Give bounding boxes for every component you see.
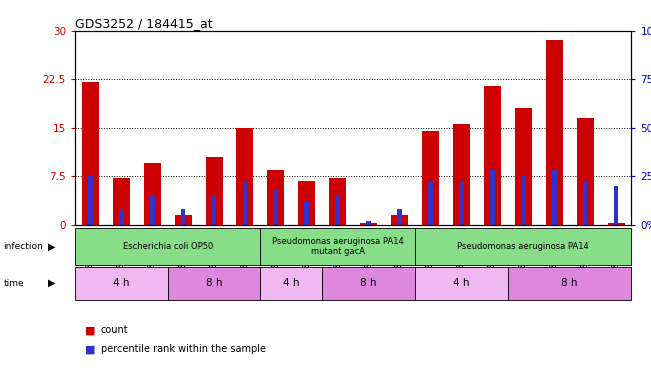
Bar (422, 131, 439, 225)
Bar (415, 228, 631, 265)
Bar (206, 157, 223, 225)
Text: ■: ■ (85, 325, 95, 335)
Bar (268, 170, 284, 225)
Bar (459, 182, 464, 225)
Bar (583, 182, 587, 225)
Bar (335, 195, 340, 225)
Bar (82, 83, 99, 225)
Bar (236, 128, 253, 225)
Bar (397, 209, 402, 225)
Text: Escherichia coli OP50: Escherichia coli OP50 (122, 242, 213, 251)
Bar (607, 223, 624, 225)
Bar (174, 215, 191, 225)
Bar (260, 228, 415, 265)
Text: 8 h: 8 h (206, 278, 222, 288)
Bar (322, 267, 415, 300)
Text: Pseudomonas aeruginosa PA14: Pseudomonas aeruginosa PA14 (458, 242, 589, 251)
Bar (515, 108, 532, 225)
Text: GDS3252 / 184415_at: GDS3252 / 184415_at (75, 17, 212, 30)
Bar (113, 178, 130, 225)
Text: 8 h: 8 h (561, 278, 578, 288)
Text: Pseudomonas aeruginosa PA14
mutant gacA: Pseudomonas aeruginosa PA14 mutant gacA (272, 237, 404, 257)
Bar (144, 163, 161, 225)
Bar (428, 182, 433, 225)
Bar (508, 267, 631, 300)
Bar (614, 186, 618, 225)
Bar (552, 170, 557, 225)
Bar (415, 267, 508, 300)
Bar (243, 182, 247, 225)
Text: 8 h: 8 h (361, 278, 377, 288)
Text: count: count (101, 325, 128, 335)
Text: percentile rank within the sample: percentile rank within the sample (101, 344, 266, 354)
Bar (329, 178, 346, 225)
Bar (546, 40, 562, 225)
Bar (75, 228, 260, 265)
Bar (453, 124, 470, 225)
Text: 4 h: 4 h (113, 278, 130, 288)
Bar (150, 195, 154, 225)
Text: ▶: ▶ (48, 242, 55, 252)
Bar (273, 190, 278, 225)
Bar (88, 176, 92, 225)
Bar (490, 170, 495, 225)
Text: 4 h: 4 h (283, 278, 299, 288)
Bar (119, 209, 124, 225)
Text: time: time (3, 279, 24, 288)
Bar (181, 209, 186, 225)
Bar (305, 201, 309, 225)
Bar (260, 267, 322, 300)
Bar (168, 267, 260, 300)
Bar (521, 176, 525, 225)
Bar (391, 215, 408, 225)
Bar (484, 86, 501, 225)
Text: ■: ■ (85, 344, 95, 354)
Bar (360, 223, 377, 225)
Bar (367, 221, 371, 225)
Text: ▶: ▶ (48, 278, 55, 288)
Text: 4 h: 4 h (453, 278, 469, 288)
Text: infection: infection (3, 242, 43, 251)
Bar (75, 267, 168, 300)
Bar (577, 118, 594, 225)
Bar (212, 195, 216, 225)
Bar (298, 181, 315, 225)
